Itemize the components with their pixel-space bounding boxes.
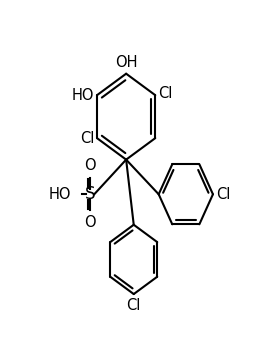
Text: O: O <box>85 215 96 230</box>
Text: O: O <box>85 158 96 173</box>
Text: S: S <box>85 185 95 203</box>
Text: HO: HO <box>72 88 94 103</box>
Text: Cl: Cl <box>80 131 94 146</box>
Text: OH: OH <box>115 55 137 70</box>
Text: Cl: Cl <box>216 187 230 202</box>
Text: Cl: Cl <box>158 86 172 101</box>
Text: HO: HO <box>48 187 71 202</box>
Text: Cl: Cl <box>127 298 141 313</box>
